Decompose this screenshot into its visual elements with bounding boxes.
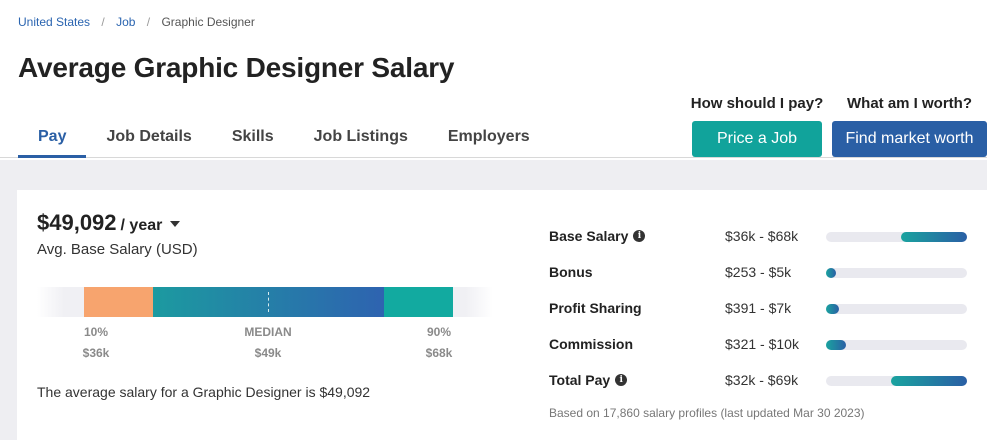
comp-range: $32k - $69k — [725, 372, 799, 388]
salary-period: / year — [120, 217, 163, 234]
breadcrumb-link-united-states[interactable]: United States — [18, 15, 91, 29]
comp-row-bonus: Bonus $253 - $5k — [549, 262, 969, 282]
comp-range-track — [826, 232, 967, 242]
info-icon[interactable]: i — [615, 374, 628, 386]
median-marker — [268, 292, 269, 312]
pay-question: How should I pay? — [690, 95, 824, 112]
comp-row-commission: Commission $321 - $10k — [549, 334, 969, 354]
comp-range-track — [826, 376, 967, 386]
breadcrumb-separator: / — [101, 15, 105, 29]
comp-range-fill — [900, 232, 967, 242]
comp-range: $321 - $10k — [725, 336, 799, 352]
worth-question: What am I worth? — [847, 95, 972, 112]
comp-range-fill — [826, 268, 836, 278]
breadcrumb-current: Graphic Designer — [161, 15, 255, 29]
comp-label: Profit Sharing — [549, 300, 642, 316]
comp-label: Bonus — [549, 264, 593, 280]
percentile-value: $68k — [425, 346, 453, 360]
salary-amount: $49,092 — [37, 210, 117, 235]
average-salary-summary: The average salary for a Graphic Designe… — [37, 384, 371, 400]
comp-range: $253 - $5k — [725, 264, 792, 280]
find-market-worth-button[interactable]: Find market worth — [832, 121, 987, 157]
comp-range-track — [826, 340, 967, 350]
comp-range-track — [826, 304, 967, 314]
comp-row-total-pay: Total Pay i $32k - $69k — [549, 370, 969, 390]
tab-pay[interactable]: Pay — [18, 118, 87, 158]
salary-subtitle: Avg. Base Salary (USD) — [37, 241, 198, 258]
caret-down-icon[interactable] — [170, 221, 181, 227]
range-segment-low — [84, 287, 153, 317]
range-segment-high — [384, 287, 453, 317]
tab-employers[interactable]: Employers — [447, 128, 530, 145]
breadcrumb-link-job[interactable]: Job — [116, 15, 136, 29]
salary-card: $49,092 / year Avg. Base Salary (USD) 10… — [17, 190, 987, 440]
tab-bar: Pay Job Details Skills Job Listings Empl… — [18, 118, 550, 158]
percentile-label: 90% — [426, 325, 452, 339]
market-worth-cta: What am I worth? Find market worth — [832, 95, 987, 157]
percentile-10: 10% $36k — [78, 325, 114, 360]
tab-job-details[interactable]: Job Details — [106, 128, 192, 145]
breadcrumb-separator: / — [146, 15, 151, 29]
percentile-value: $36k — [82, 346, 110, 360]
percentile-90: 90% $68k — [419, 325, 459, 360]
price-job-cta: How should I pay? Price a Job — [690, 95, 824, 157]
comp-range-track — [826, 268, 967, 278]
comp-label: Base Salary — [549, 228, 629, 244]
percentile-label: 10% — [83, 325, 109, 339]
comp-row-profit-sharing: Profit Sharing $391 - $7k — [549, 298, 969, 318]
comp-range: $391 - $7k — [725, 300, 792, 316]
comp-range-fill — [890, 376, 967, 386]
percentile-label: MEDIAN — [244, 325, 292, 339]
comp-range-fill — [826, 340, 846, 350]
price-a-job-button[interactable]: Price a Job — [692, 121, 822, 157]
tabs-divider — [0, 157, 987, 158]
percentile-value: $49k — [254, 346, 282, 360]
percentile-median: MEDIAN $49k — [236, 325, 300, 360]
salary-footnote: Based on 17,860 salary profiles (last up… — [549, 406, 865, 420]
page-title: Average Graphic Designer Salary — [18, 52, 455, 83]
comp-row-base-salary: Base Salary i $36k - $68k — [549, 226, 969, 246]
comp-range-fill — [826, 304, 839, 314]
salary-amount-selector[interactable]: $49,092 / year — [37, 210, 181, 236]
tab-skills[interactable]: Skills — [231, 128, 274, 145]
breadcrumb: United States / Job / Graphic Designer — [18, 15, 255, 29]
info-icon[interactable]: i — [633, 230, 646, 242]
tab-job-listings[interactable]: Job Listings — [313, 128, 408, 145]
comp-label: Total Pay — [549, 372, 611, 388]
comp-label: Commission — [549, 336, 634, 352]
comp-range: $36k - $68k — [725, 228, 799, 244]
salary-range-bar — [37, 287, 493, 317]
